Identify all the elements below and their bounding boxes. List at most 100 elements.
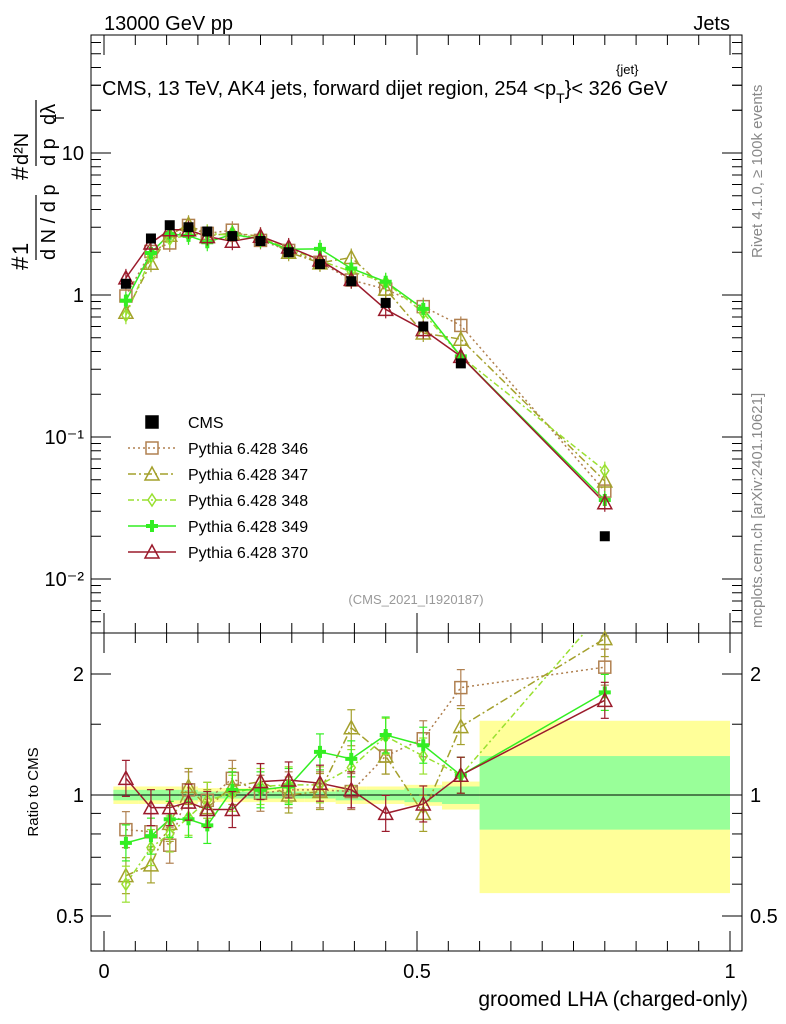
data-point <box>119 294 132 307</box>
x-tick-label: 0.5 <box>403 961 431 983</box>
svg-text:T: T <box>52 114 67 122</box>
svg-text:1: 1 <box>8 243 33 255</box>
data-point <box>313 745 326 758</box>
series-ratio-group <box>125 634 585 885</box>
data-point <box>345 752 358 765</box>
data-point <box>377 747 394 763</box>
data-point <box>252 772 269 789</box>
data-point <box>147 492 157 508</box>
ratio-tick-label: 1 <box>73 785 84 807</box>
data-point <box>596 494 614 510</box>
legend-label: CMS <box>188 415 224 432</box>
title-superscript: {jet} <box>616 62 639 77</box>
data-point <box>144 830 157 843</box>
rivet-version-label: Rivet 4.1.0, ≥ 100k events <box>749 85 766 258</box>
data-point <box>596 691 614 708</box>
axis-ticks: 10⁻² 10⁻¹ 1 10 0.5 0.5 1 1 2 2 0 0.5 1 <box>45 35 778 983</box>
data-point <box>145 441 159 455</box>
data-point <box>121 307 131 323</box>
data-point <box>415 324 432 340</box>
y-tick-label: 10 <box>62 143 84 165</box>
ratio-uncertainty-bands <box>91 720 742 894</box>
data-point <box>415 795 432 811</box>
x-axis-label: groomed LHA (charged-only) <box>478 988 748 1011</box>
data-point <box>224 800 241 817</box>
cms-data-point <box>455 358 466 369</box>
band-inner <box>479 756 730 830</box>
ratio-tick-label-right: 2 <box>750 664 761 686</box>
cms-data-point <box>145 233 156 244</box>
cms-data-point <box>183 222 194 233</box>
data-point <box>598 660 612 674</box>
series-line-top <box>125 233 606 501</box>
legend-label: Pythia 6.428 349 <box>188 519 308 536</box>
category-label: Jets <box>693 13 730 35</box>
data-point <box>142 856 160 872</box>
data-point <box>417 302 430 315</box>
x-tick-label: 1 <box>724 961 735 983</box>
legend-label: Pythia 6.428 347 <box>188 467 308 484</box>
cms-data-point <box>255 236 266 247</box>
data-point <box>164 231 175 247</box>
x-tick-label: 0 <box>98 961 109 983</box>
data-point <box>452 717 470 734</box>
data-point <box>377 804 394 821</box>
data-point <box>343 781 360 797</box>
data-point <box>143 465 161 481</box>
cms-data-point <box>380 297 391 308</box>
legend-label: Pythia 6.428 346 <box>188 441 308 458</box>
cms-data-point <box>314 259 325 270</box>
data-point <box>311 774 329 790</box>
cms-data-point <box>202 226 213 237</box>
data-point <box>596 629 614 646</box>
data-point <box>377 280 394 296</box>
mcplots-site-label: mcplots.cern.ch [arXiv:2401.10621] <box>749 393 766 628</box>
data-point <box>596 472 614 488</box>
data-point <box>143 543 161 559</box>
y-tick-label: 10⁻¹ <box>45 427 85 449</box>
cms-data-point <box>346 276 357 287</box>
data-point <box>117 769 135 786</box>
data-point <box>145 415 159 429</box>
energy-label: 13000 GeV pp <box>104 13 233 35</box>
data-point <box>146 249 156 265</box>
data-point <box>452 330 470 346</box>
y-tick-label: 1 <box>73 285 84 307</box>
data-point <box>379 729 392 742</box>
data-point <box>161 799 178 815</box>
ratio-y-axis-label: Ratio to CMS <box>25 747 42 836</box>
data-point <box>119 836 132 849</box>
cms-data-point <box>227 231 238 242</box>
y-axis-label: # 1 d N / d p # d²N d p dλ T <box>7 100 67 270</box>
data-point <box>343 719 360 735</box>
ratio-tick-label-right: 1 <box>750 785 761 807</box>
data-point <box>599 463 610 478</box>
data-point <box>280 771 297 787</box>
data-point <box>142 254 160 270</box>
series-markers <box>117 215 614 903</box>
svg-text:d N / d p: d N / d p <box>38 184 60 260</box>
legend-label: Pythia 6.428 370 <box>188 545 308 562</box>
data-point <box>199 800 216 817</box>
data-point <box>164 826 175 842</box>
data-point <box>454 680 468 695</box>
svg-text:d p: d p <box>38 138 60 166</box>
data-point <box>417 739 430 752</box>
cms-data-point <box>599 531 610 542</box>
cms-data-point <box>418 321 429 332</box>
analysis-tag: (CMS_2021_I1920187) <box>348 592 483 607</box>
legend: CMS Pythia 6.428 346 Pythia 6.428 347 Pythi… <box>128 415 308 562</box>
svg-text:#: # <box>7 256 34 270</box>
plot-title: CMS, 13 TeV, AK4 jets, forward dijet reg… <box>102 78 668 106</box>
data-point <box>377 300 394 317</box>
data-point <box>452 766 470 782</box>
data-point <box>142 799 160 815</box>
data-point <box>146 520 158 532</box>
ratio-tick-label: 2 <box>73 664 84 686</box>
data-point <box>180 793 197 809</box>
cms-data-point <box>164 220 175 231</box>
svg-text:#: # <box>7 166 34 180</box>
svg-text:dλ: dλ <box>38 104 60 125</box>
ratio-tick-label-right: 0.5 <box>750 906 778 928</box>
